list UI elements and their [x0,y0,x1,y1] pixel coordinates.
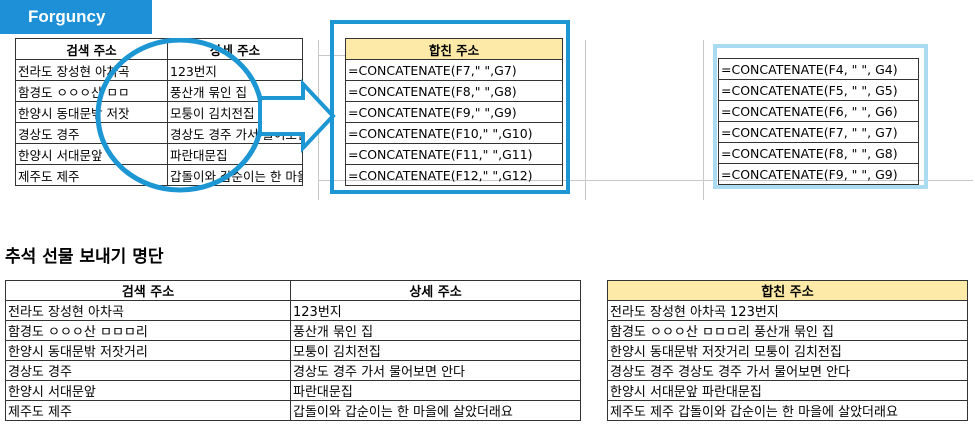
table-row: =CONCATENATE(F9," ",G9) [345,101,563,123]
table-row: =CONCATENATE(F6, " ", G6) [718,100,919,122]
table-row: 함경도 ㅇㅇㅇ산 ㅁㅁㅁ리 풍산개 묶인 집 [607,320,968,341]
cell[interactable]: 경상도 경주 가서 물어보면 안다 [290,360,581,381]
table-row: =CONCATENATE(F8, " ", G8) [718,142,919,164]
header-merged-address: 합친 주소 [607,280,968,301]
table-row: 한양시 서대문앞 파란대문집 [607,380,968,401]
table-row: =CONCATENATE(F5, " ", G5) [718,79,919,101]
cell[interactable]: 경상도 경주 [5,360,291,381]
cell[interactable]: 전라도 장성현 아차곡 [5,300,291,321]
highlight-circle [95,38,265,193]
cell[interactable]: 모퉁이 김치전집 [290,340,581,361]
top-formula-table: 합친 주소 =CONCATENATE(F7," ",G7) =CONCATENA… [345,38,563,186]
cell[interactable]: 한양시 서대문앞 [15,143,168,165]
app-badge: Forguncy [0,0,152,34]
table-row: 전라도 장성현 아차곡 123번지 [5,300,581,321]
top-right-formula-table: =CONCATENATE(F4, " ", G4) =CONCATENATE(F… [718,58,919,185]
table-row: =CONCATENATE(F7," ",G7) [345,59,563,81]
formula-cell[interactable]: =CONCATENATE(F10," ",G10) [345,122,563,144]
annotation-overlay [95,38,336,193]
table-row: =CONCATENATE(F4, " ", G4) [718,58,919,80]
cell[interactable]: 한양시 동대문밖 저잣거리 [5,340,291,361]
merged-cell[interactable]: 경상도 경주 경상도 경주 가서 물어보면 안다 [607,360,968,381]
formula-cell[interactable]: =CONCATENATE(F9," ",G9) [345,101,563,123]
header-search-address: 검색 주소 [5,280,291,301]
cell[interactable]: 123번지 [290,300,581,321]
table-row: =CONCATENATE(F12," ",G12) [345,164,563,186]
table-row: 한양시 서대문앞 파란대문집 [15,143,303,165]
alt-formula-box [713,44,928,189]
cell[interactable]: 제주도 제주 [5,400,291,421]
merged-cell[interactable]: 한양시 동대문밖 저잣거리 모퉁이 김치전집 [607,340,968,361]
arrow-right-icon [258,78,336,154]
formula-cell[interactable]: =CONCATENATE(F7, " ", G7) [718,121,919,143]
table-row: =CONCATENATE(F7, " ", G7) [718,121,919,143]
table-row: 전라도 장성현 아차곡 123번지 [607,300,968,321]
table-row: =CONCATENATE(F9, " ", G9) [718,163,919,185]
grid-line [703,40,704,200]
merged-cell[interactable]: 한양시 서대문앞 파란대문집 [607,380,968,401]
table-row: =CONCATENATE(F8," ",G8) [345,80,563,102]
formula-cell[interactable]: =CONCATENATE(F7," ",G7) [345,59,563,81]
cell[interactable]: 제주도 제주 [15,164,168,186]
formula-highlight-box [330,20,570,194]
table-row: 제주도 제주 갑돌이와 갑순이는 한 마을 [15,164,303,186]
merged-cell[interactable]: 제주도 제주 갑돌이와 갑순이는 한 마을에 살았더래요 [607,400,968,421]
cell[interactable]: 풍산개 묶인 집 [290,320,581,341]
header-detail-address: 상세 주소 [290,280,581,301]
bottom-merged-table: 합친 주소 전라도 장성현 아차곡 123번지 함경도 ㅇㅇㅇ산 ㅁㅁㅁ리 풍산… [607,280,968,421]
cell[interactable]: 한양시 동대문밖 저잣 [15,101,168,123]
merged-cell[interactable]: 함경도 ㅇㅇㅇ산 ㅁㅁㅁ리 풍산개 묶인 집 [607,320,968,341]
grid-line [318,180,973,181]
formula-cell[interactable]: =CONCATENATE(F9, " ", G9) [718,163,919,185]
formula-cell[interactable]: =CONCATENATE(F6, " ", G6) [718,100,919,122]
table-row: 한양시 서대문앞 파란대문집 [5,380,581,401]
cell[interactable]: 갑돌이와 갑순이는 한 마을에 살았더래요 [290,400,581,421]
table-row: 한양시 동대문밖 저잣거리 모퉁이 김치전집 [607,340,968,361]
table-row: 한양시 동대문밖 저잣거리 모퉁이 김치전집 [5,340,581,361]
table-row: 경상도 경주 경상도 경주 가서 물어보면 안다 [5,360,581,381]
table-row: 경상도 경주 경상도 경주 가서 물어보면 안다 [607,360,968,381]
cell[interactable]: 갑돌이와 갑순이는 한 마을 [167,164,303,186]
cell[interactable]: 파란대문집 [167,143,303,165]
formula-cell[interactable]: =CONCATENATE(F8, " ", G8) [718,142,919,164]
section-title: 추석 선물 보내기 명단 [5,247,164,267]
merged-cell[interactable]: 전라도 장성현 아차곡 123번지 [607,300,968,321]
table-row: =CONCATENATE(F10," ",G10) [345,122,563,144]
table-row: 제주도 제주 갑돌이와 갑순이는 한 마을에 살았더래요 [5,400,581,421]
table-row: 제주도 제주 갑돌이와 갑순이는 한 마을에 살았더래요 [607,400,968,421]
formula-cell[interactable]: =CONCATENATE(F4, " ", G4) [718,58,919,80]
table-row: 함경도 ㅇㅇㅇ산 ㅁㅁ 풍산개 묶인 집 [15,80,303,102]
cell[interactable]: 한양시 서대문앞 [5,380,291,401]
table-row: 함경도 ㅇㅇㅇ산 ㅁㅁㅁ리 풍산개 묶인 집 [5,320,581,341]
cell[interactable]: 파란대문집 [290,380,581,401]
cell[interactable]: 함경도 ㅇㅇㅇ산 ㅁㅁㅁ리 [5,320,291,341]
grid-line [585,40,586,200]
table-row: =CONCATENATE(F11," ",G11) [345,143,563,165]
formula-cell[interactable]: =CONCATENATE(F12," ",G12) [345,164,563,186]
bottom-address-table: 검색 주소 상세 주소 전라도 장성현 아차곡 123번지 함경도 ㅇㅇㅇ산 ㅁㅁ… [5,280,581,421]
formula-cell[interactable]: =CONCATENATE(F5, " ", G5) [718,79,919,101]
formula-cell[interactable]: =CONCATENATE(F11," ",G11) [345,143,563,165]
header-merged-address: 합친 주소 [345,38,563,60]
formula-cell[interactable]: =CONCATENATE(F8," ",G8) [345,80,563,102]
